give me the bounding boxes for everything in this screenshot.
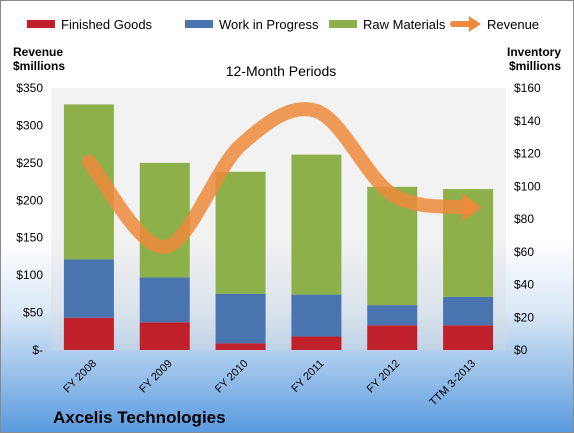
left-tick-label: $100: [16, 268, 43, 282]
revenue-point: [391, 193, 393, 195]
x-tick-label: TTM 3-2013: [427, 358, 478, 409]
bar-work-in-progress: [139, 277, 190, 323]
right-axis-label-line: $millions: [509, 59, 561, 73]
left-axis-label-line: Revenue: [13, 45, 63, 59]
legend-label-finished-goods: Finished Goods: [61, 17, 153, 32]
right-tick-label: $160: [514, 81, 541, 95]
x-axis-ticks: FY 2008 FY 2009 FY 2010 FY 2011 FY 2012 TTM 3…: [61, 358, 478, 409]
bar-finished-goods: [291, 336, 342, 350]
revenue-line: [81, 102, 476, 254]
x-tick-label: FY 2008: [61, 358, 99, 396]
x-tick-label: FY 2009: [137, 358, 175, 396]
legend-label-raw-materials: Raw Materials: [363, 17, 446, 32]
right-tick-label: $20: [514, 310, 534, 324]
bar-finished-goods: [443, 325, 494, 350]
bar-work-in-progress: [367, 305, 418, 326]
bar-finished-goods: [215, 343, 266, 350]
bar-raw-materials: [215, 171, 266, 294]
chart-title: 12-Month Periods: [226, 63, 337, 79]
bar-raw-materials: [291, 154, 342, 295]
bar-work-in-progress: [63, 259, 114, 318]
left-tick-label: $200: [16, 193, 43, 207]
right-axis-label-line: Inventory: [507, 45, 561, 59]
left-tick-label: $250: [16, 156, 43, 170]
revenue-point: [240, 144, 242, 146]
right-tick-label: $100: [514, 179, 541, 193]
revenue-line-layer: [81, 102, 483, 254]
right-tick-label: $80: [514, 212, 534, 226]
legend-arrow-revenue: [469, 16, 481, 32]
legend-swatch-work-in-progress: [185, 20, 213, 28]
revenue-point: [467, 207, 469, 209]
revenue-point: [88, 161, 90, 163]
x-tick-label: FY 2010: [213, 358, 251, 396]
bar-work-in-progress: [215, 293, 266, 344]
bar-raw-materials: [139, 162, 190, 278]
legend-label-work-in-progress: Work in Progress: [219, 17, 319, 32]
x-tick-label: FY 2011: [289, 358, 326, 395]
bar-work-in-progress: [443, 296, 494, 326]
revenue-arrowhead: [462, 193, 483, 222]
revenue-point: [315, 110, 317, 112]
right-tick-label: $140: [514, 114, 541, 128]
left-tick-label: $-: [32, 343, 43, 357]
right-axis-ticks: $0 $20 $40 $60 $80 $100 $120 $140 $160: [514, 81, 541, 357]
bar-finished-goods: [139, 322, 190, 350]
company-name: Axcelis Technologies: [53, 408, 226, 427]
left-tick-label: $350: [16, 81, 43, 95]
left-tick-label: $300: [16, 118, 43, 132]
legend-swatch-raw-materials: [329, 20, 357, 28]
bar-work-in-progress: [291, 294, 342, 337]
left-axis-label-line: $millions: [13, 59, 65, 73]
left-tick-label: $50: [23, 306, 43, 320]
right-axis-label: Inventory $millions: [507, 45, 561, 73]
revenue-point: [164, 246, 166, 248]
left-tick-label: $150: [16, 231, 43, 245]
bar-finished-goods: [367, 325, 418, 350]
right-tick-label: $60: [514, 245, 534, 259]
legend-label-revenue: Revenue: [487, 17, 539, 32]
right-tick-label: $120: [514, 147, 541, 161]
legend-swatch-finished-goods: [27, 20, 55, 28]
right-tick-label: $40: [514, 278, 534, 292]
left-axis-label: Revenue $millions: [13, 45, 65, 73]
right-tick-label: $0: [514, 343, 528, 357]
bar-finished-goods: [63, 317, 114, 350]
x-tick-label: FY 2012: [365, 358, 403, 396]
plot-area: [51, 88, 506, 350]
legend: Finished Goods Work in Progress Raw Materi…: [27, 16, 539, 32]
left-axis-ticks: $- $50 $100 $150 $200 $250 $300 $350: [16, 81, 43, 357]
